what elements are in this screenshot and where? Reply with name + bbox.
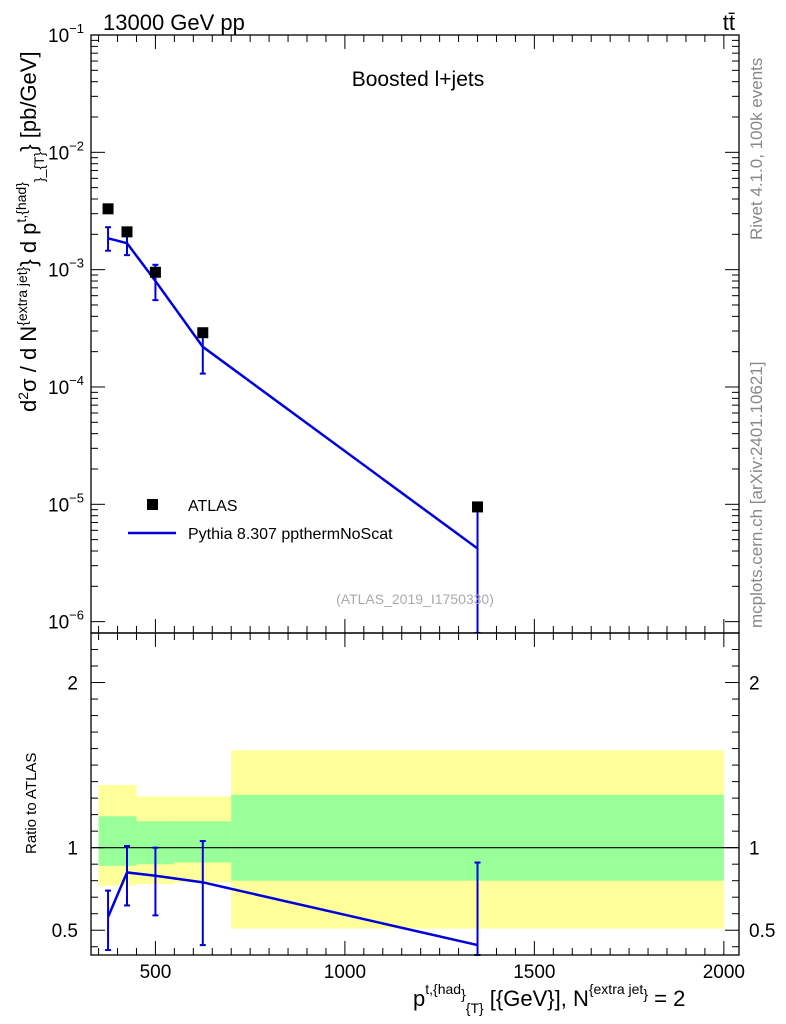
ratio-y-tick-label-left: 2 bbox=[67, 674, 78, 695]
mcplots-label: mcplots.cern.ch [arXiv:2401.10621] bbox=[747, 362, 766, 628]
ratio-band-bin bbox=[98, 816, 137, 866]
x-axis-title: pt,{had}{T} [{GeV}], N{extra jet} = 2 bbox=[413, 981, 685, 1016]
ratio-axis-ticks bbox=[91, 632, 739, 955]
x-tick-label: 1500 bbox=[513, 962, 555, 983]
atlas-data-point bbox=[197, 327, 209, 339]
ratio-y-tick-label-left: 0.5 bbox=[52, 921, 78, 942]
ratio-y-tick-label-right: 1 bbox=[749, 839, 760, 860]
y-tick-label: 10−4 bbox=[48, 373, 84, 399]
legend-atlas-marker bbox=[147, 499, 158, 510]
y-tick-label: 10−6 bbox=[48, 608, 84, 634]
main-title: Boosted l+jets bbox=[352, 68, 485, 91]
y-tick-label: 10−3 bbox=[48, 256, 84, 282]
ratio-y-axis-title: Ratio to ATLAS bbox=[23, 753, 40, 854]
rivet-version-label: Rivet 4.1.0, 100k events bbox=[747, 58, 766, 240]
ratio-frame bbox=[90, 632, 740, 956]
main-frame bbox=[90, 34, 740, 634]
atlas-data-point bbox=[121, 226, 133, 238]
main-y-axis-title-text: d2σ / d N{extra jet}} d pt,{had}}_{T}} [… bbox=[13, 51, 47, 412]
x-tick-label: 2000 bbox=[703, 962, 745, 983]
main-axis-ticks bbox=[91, 34, 739, 633]
ratio-y-tick-label-right: 2 bbox=[749, 674, 760, 695]
y-tick-label: 10−5 bbox=[48, 490, 84, 516]
ratio-uncertainty-bands bbox=[91, 750, 739, 929]
y-tick-label: 10−1 bbox=[48, 21, 84, 47]
y-tick-label: 10−2 bbox=[48, 138, 84, 164]
energy-label: 13000 GeV pp bbox=[103, 10, 245, 35]
pythia-line bbox=[107, 237, 479, 550]
x-tick-label: 1000 bbox=[324, 962, 366, 983]
legend-pythia-label: Pythia 8.307 ppthermNoScat bbox=[188, 526, 393, 543]
main-y-axis-title: d2σ / d N{extra jet}} d pt,{had}}_{T}} [… bbox=[13, 51, 47, 412]
ratio-plot-area bbox=[105, 840, 481, 956]
legend-atlas-label: ATLAS bbox=[188, 498, 238, 515]
main-panel: 10−610−510−410−310−210−1 Boosted l+jets … bbox=[13, 21, 740, 634]
ratio-tick-labels: 0.5 0.5 1 1 2 2 500 1000 1500 2000 bbox=[52, 674, 776, 983]
ratio-y-tick-label-left: 1 bbox=[67, 839, 78, 860]
ratio-y-tick-label-right: 0.5 bbox=[749, 921, 775, 942]
main-plot-area bbox=[102, 203, 484, 633]
main-data bbox=[102, 203, 484, 633]
main-y-tick-labels: 10−6 10−5 10−4 10−3 10−2 10−1 bbox=[48, 21, 84, 634]
atlas-data-point bbox=[102, 203, 114, 215]
atlas-data-point bbox=[149, 266, 161, 278]
ratio-panel: 0.5 0.5 1 1 2 2 500 1000 1500 2000 Ratio to ATLAS bbox=[23, 632, 776, 983]
analysis-watermark: (ATLAS_2019_I1750330) bbox=[336, 591, 494, 607]
x-tick-label: 500 bbox=[140, 962, 172, 983]
process-label: tt̄ bbox=[723, 10, 735, 35]
atlas-data-point bbox=[472, 501, 484, 513]
x-axis-title-text: pt,{had}{T} [{GeV}], N{extra jet} = 2 bbox=[413, 981, 685, 1016]
